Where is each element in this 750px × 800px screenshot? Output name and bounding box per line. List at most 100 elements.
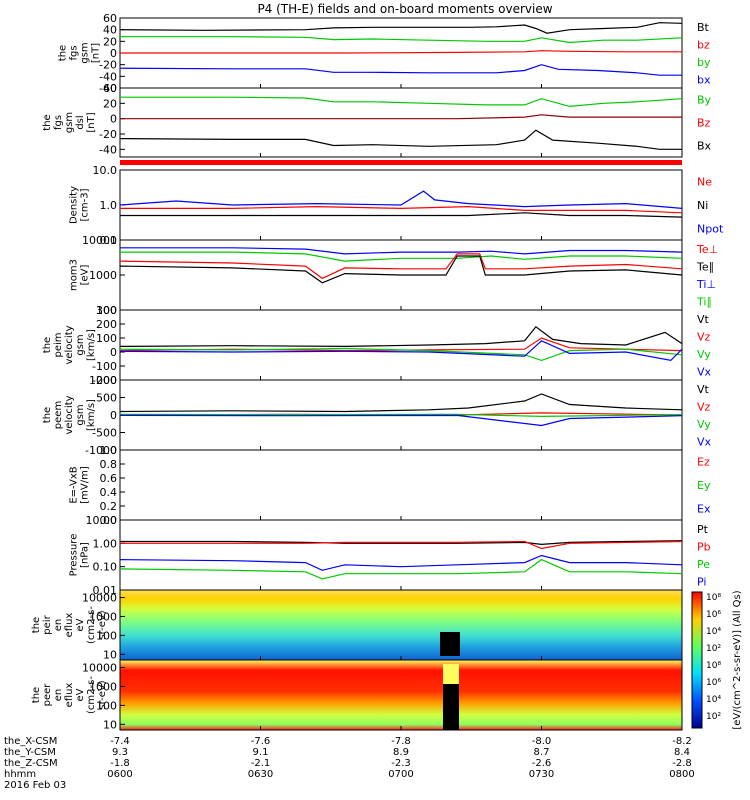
y-axis-label: gsm [75,404,86,425]
y-tick-label: -40 [99,70,117,83]
y-tick-label: 200 [96,318,117,331]
x-axis-value: -2.6 [532,758,552,769]
y-axis-label: [km/s] [86,399,97,431]
legend-entry: Te⊥ [696,243,718,256]
y-tick-label: 10.0 [93,164,118,177]
y-axis-label: [nPa] [80,542,91,568]
legend-entry: Vz [697,330,711,343]
x-axis-value: 0730 [529,769,554,780]
series-line-Npot [119,190,683,209]
y-axis-label: sr-eV) [97,610,108,639]
y-axis-label: eV [75,618,86,631]
y-axis-label: [km/s] [86,329,97,361]
legend-entry: Bt [697,21,710,34]
y-axis-label: sr-eV) [97,680,108,709]
y-tick-label: -60 [99,82,117,95]
x-axis-value: 0630 [248,769,273,780]
y-tick-label: -20 [99,128,117,141]
series-line-Pb [120,540,683,550]
y-axis-label: the [42,114,53,130]
y-tick-label: 500 [96,392,117,405]
x-axis-date: 2016 Feb 03 [4,780,66,791]
colorbar-tick: 10⁸ [706,593,721,603]
series-line-Pt [120,540,683,546]
y-axis-label: Pressure [69,534,80,577]
y-axis-label: eflux [64,613,75,638]
colorbar-tick: 10⁴ [706,695,721,705]
y-tick-label: 1.0 [100,199,118,212]
legend-entry: Bx [697,140,712,153]
y-axis-label: the [31,617,42,633]
y-axis-label: [nT] [91,43,102,63]
legend-entry: Ey [697,479,711,492]
y-axis-label: [mV/m] [80,466,91,504]
legend-entry: Ti∥ [696,295,712,308]
x-axis-value: 9.3 [112,747,128,758]
colorbar-label: [eV/(cm^2-s-sr-eV)] (All Qs) [732,590,743,729]
legend-entry: Vx [697,365,712,378]
panel-frame [119,87,683,158]
y-tick-label: -40 [99,143,117,156]
x-axis-value: -2.1 [251,758,271,769]
series-line-Ni [120,212,683,218]
legend-entry: Ez [697,456,710,469]
y-tick-label: 1000 [89,374,117,387]
y-axis-label: the [58,45,69,61]
y-axis-label: peem [53,401,64,429]
series-line-Ti⊥ [120,247,683,255]
y-axis-label: the [42,337,53,353]
series-line-Pi [119,554,683,571]
y-axis-label: en [53,689,64,702]
y-tick-label: 0 [110,113,117,126]
series-line-by [120,36,683,44]
series-line-Ti∥ [120,251,683,262]
electron-gap-top [443,664,459,684]
y-tick-label: 1000 [89,269,117,282]
legend-entry: Vt [697,383,710,396]
y-axis-label: mom3 [69,259,80,291]
y-axis-label: peim [53,332,64,357]
y-tick-label: 1.00 [93,537,118,550]
y-axis-label: gsm [64,112,75,133]
y-axis-label: [nT] [86,112,97,132]
legend-entry: By [697,94,712,107]
x-axis-row-label: the_X-CSM [4,736,57,747]
legend-entry: Pt [697,523,709,536]
x-axis-value: -8.0 [532,736,552,747]
colorbar-tick: 10⁸ [706,661,721,671]
series-line-Vt [119,325,683,348]
y-tick-label: 100 [96,629,117,642]
x-axis-value: -2.3 [391,758,411,769]
y-tick-label: 1.0 [100,444,118,457]
y-tick-label: 0.4 [100,486,118,499]
y-tick-label: 10 [103,648,117,661]
y-axis-label: velocity [64,395,75,434]
x-axis-value: -2.8 [672,758,692,769]
legend-entry: Pb [697,540,711,553]
legend-entry: Ex [697,502,711,515]
y-tick-label: 60 [103,12,117,25]
state-bar [120,160,682,165]
x-axis-row-label: the_Z-CSM [4,758,58,769]
y-axis-label: (cm2-s- [86,676,97,714]
y-tick-label: 0 [110,47,117,60]
legend-entry: Te∥ [696,260,714,273]
y-tick-label: 1000 [89,680,117,693]
series-line-Bz [120,114,682,120]
legend-entry: Pi [697,575,706,588]
y-axis-label: gsm [80,42,91,63]
y-tick-label: 0.8 [100,458,118,471]
legend-entry: Vt [697,313,710,326]
y-tick-label: 100 [96,332,117,345]
x-axis-value: -7.4 [110,736,130,747]
ion-spectrogram [120,590,682,660]
legend-entry: Pe [697,558,710,571]
colorbar-tick: 10⁶ [706,678,721,688]
legend-entry: Ti⊥ [696,278,716,291]
series-line-Vx [119,340,683,362]
legend-entry: bx [697,73,711,86]
legend-entry: Bz [697,117,711,130]
y-axis-label: the [31,687,42,703]
x-axis-row-label: the_Y-CSM [4,747,56,758]
